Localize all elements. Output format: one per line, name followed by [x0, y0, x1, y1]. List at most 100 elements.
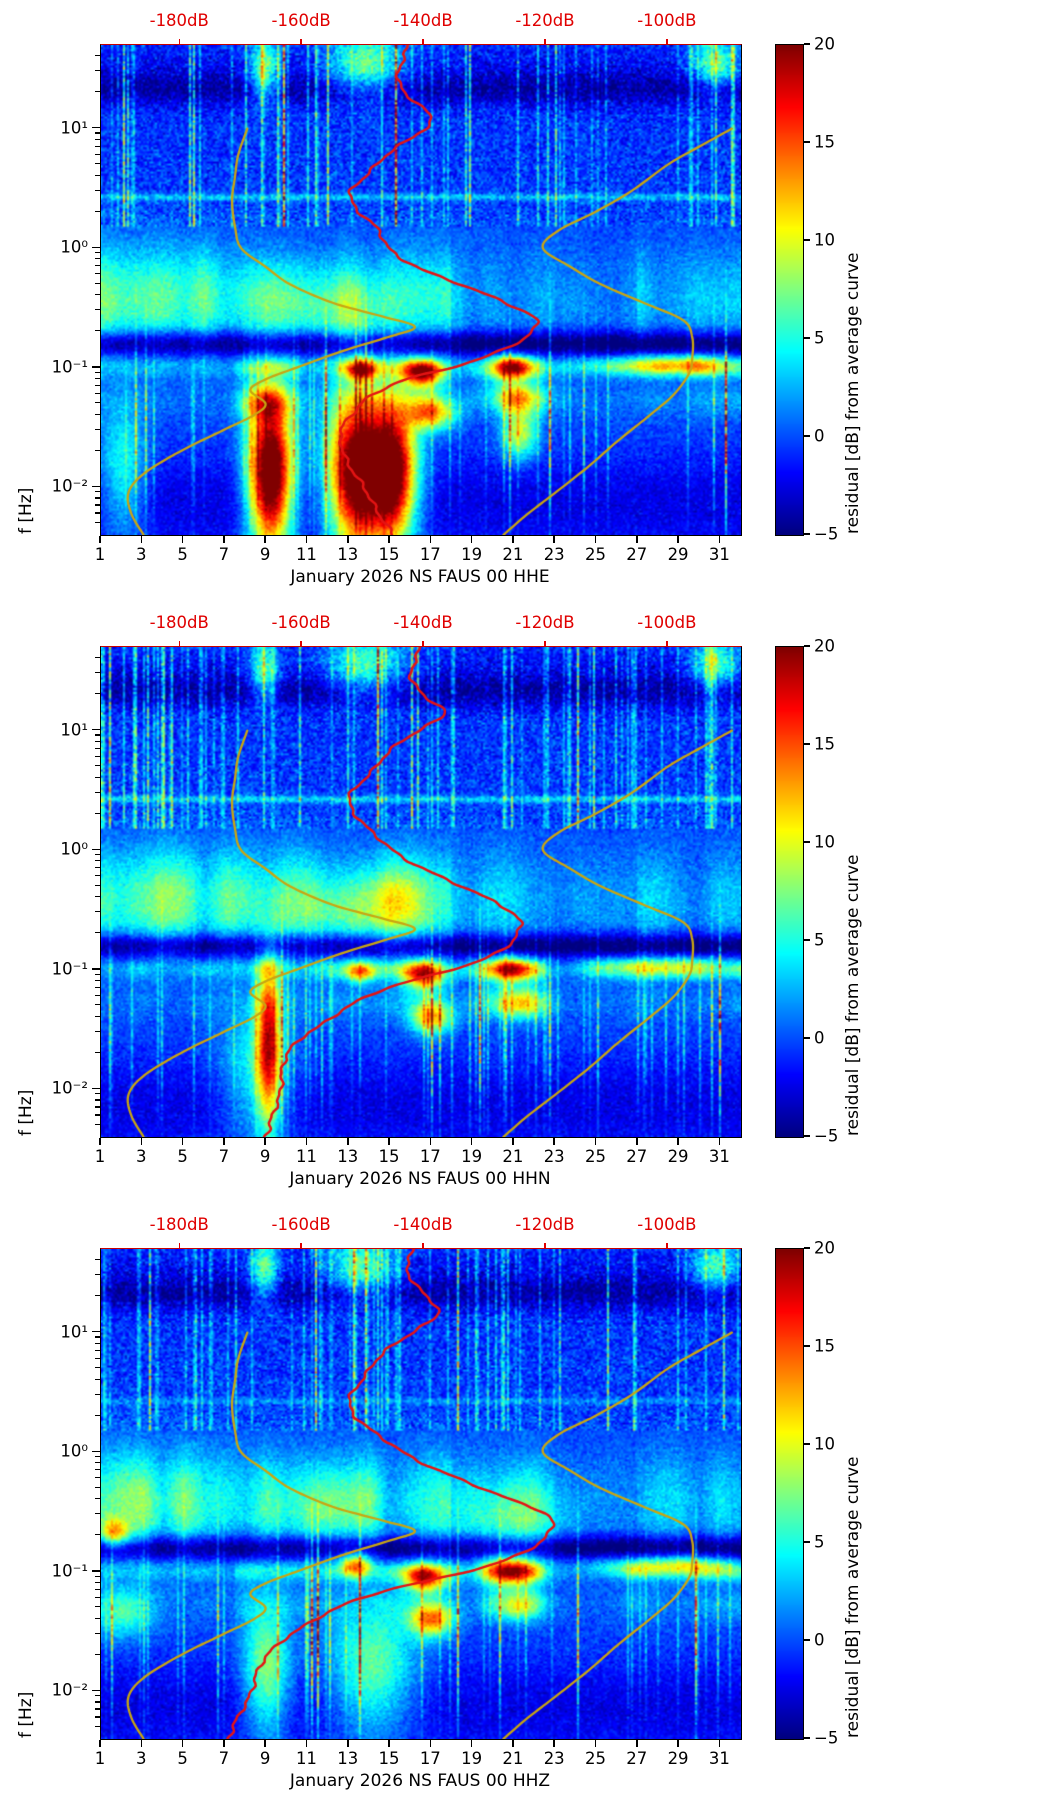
y-axis-minor-tick	[95, 1015, 100, 1017]
x-axis-tick-label: 11	[295, 1147, 317, 1166]
x-axis-tick	[470, 1137, 473, 1145]
y-axis-minor-tick	[95, 210, 100, 212]
x-axis-tick	[223, 535, 225, 543]
y-axis-minor-tick	[95, 1606, 100, 1608]
colorbar-gradient-canvas	[776, 647, 803, 1137]
y-axis-minor-tick	[95, 428, 100, 430]
x-axis-tick	[388, 1739, 390, 1747]
x-axis-tick	[512, 1739, 514, 1747]
colorbar-gradient-canvas	[776, 45, 803, 535]
x-axis-tick	[181, 1137, 184, 1145]
colorbar	[775, 1248, 804, 1740]
x-axis-tick	[594, 1739, 597, 1747]
top-axis-tick	[178, 39, 181, 44]
colorbar-label: residual [dB] from average curve	[843, 1456, 863, 1738]
colorbar-tick-label: −5	[814, 524, 839, 544]
y-axis-minor-tick	[95, 986, 100, 988]
y-axis-minor-tick	[95, 1099, 100, 1101]
x-axis-tick-label: 27	[626, 1749, 648, 1768]
colorbar-tick-label: 10	[814, 1434, 835, 1454]
colorbar-tick	[804, 841, 811, 843]
y-axis-minor-tick	[95, 1534, 100, 1536]
y-axis-tick-label: 10⁰	[60, 1441, 88, 1461]
y-axis-minor-tick	[95, 69, 100, 72]
top-axis-tick-label: -100dB	[637, 1215, 697, 1234]
spectrogram-plot	[100, 646, 742, 1138]
top-axis-tick-label: -120dB	[515, 11, 575, 30]
colorbar-tick	[804, 1541, 811, 1543]
colorbar-gradient-canvas	[776, 1249, 803, 1739]
x-axis-tick-label: 23	[543, 1749, 565, 1768]
y-axis-minor-tick	[95, 449, 100, 451]
y-axis-minor-tick	[95, 384, 100, 386]
x-axis-tick	[677, 535, 679, 543]
colorbar-tick-label: 5	[814, 328, 825, 348]
y-axis-minor-tick	[95, 875, 100, 877]
y-axis-minor-tick	[95, 1456, 100, 1458]
y-axis-minor-tick	[95, 979, 100, 981]
y-axis-minor-tick	[95, 1273, 100, 1276]
x-axis-tick-label: 23	[543, 1147, 565, 1166]
x-axis-title: January 2026 NS FAUS 00 HHE	[290, 567, 550, 587]
y-axis-minor-tick	[95, 994, 100, 996]
colorbar-tick	[804, 1639, 811, 1641]
x-axis-tick	[140, 1739, 143, 1747]
x-axis-tick-label: 5	[177, 1749, 188, 1768]
y-axis-tick-label: 10⁻²	[51, 1680, 88, 1700]
y-axis-minor-tick	[95, 791, 100, 793]
y-axis-minor-tick	[95, 1653, 100, 1655]
x-axis-tick	[264, 1739, 266, 1747]
y-axis-minor-tick	[95, 377, 100, 379]
y-axis-minor-tick	[95, 273, 100, 275]
y-axis-minor-tick	[95, 1123, 100, 1125]
top-axis-tick	[300, 1243, 302, 1248]
x-axis-tick-label: 11	[295, 1749, 317, 1768]
y-axis-minor-tick	[95, 90, 100, 93]
x-axis-tick-label: 21	[502, 545, 524, 564]
top-axis-tick-label: -140dB	[393, 1215, 453, 1234]
x-axis-tick-label: 15	[378, 545, 400, 564]
x-axis-tick	[140, 535, 143, 543]
y-axis-minor-tick	[95, 1498, 100, 1500]
x-axis-tick	[305, 1739, 308, 1747]
y-axis-minor-tick	[95, 330, 100, 332]
y-axis-minor-tick	[95, 153, 100, 155]
y-axis-minor-tick	[95, 860, 100, 862]
x-axis-tick	[264, 1137, 266, 1145]
y-axis-tick	[92, 1450, 100, 1452]
y-axis-tick	[92, 485, 100, 488]
x-axis-tick-label: 23	[543, 545, 565, 564]
y-axis-minor-tick	[95, 1258, 100, 1261]
top-axis-tick	[666, 39, 668, 44]
x-axis-tick-label: 31	[708, 1749, 730, 1768]
x-axis-tick	[677, 1137, 679, 1145]
y-axis-minor-tick	[95, 1349, 100, 1351]
y-axis-minor-tick	[95, 911, 100, 913]
y-axis-minor-tick	[95, 1004, 100, 1006]
colorbar-tick-label: 0	[814, 426, 825, 446]
top-axis-tick	[300, 641, 302, 646]
y-axis-minor-tick	[95, 145, 100, 147]
x-axis-tick	[264, 535, 266, 543]
x-axis-tick-label: 25	[584, 1147, 606, 1166]
x-axis-tick-label: 17	[419, 545, 441, 564]
top-axis-tick	[300, 39, 302, 44]
x-axis-tick	[718, 1739, 721, 1747]
top-axis-tick-label: -100dB	[637, 11, 697, 30]
top-axis-tick-label: -140dB	[393, 613, 453, 632]
x-axis-tick	[636, 1137, 638, 1145]
x-axis-tick-label: 1	[94, 545, 106, 564]
spectrogram-heatmap-canvas	[101, 45, 741, 535]
colorbar-tick	[804, 1345, 811, 1347]
x-axis-tick	[223, 1137, 225, 1145]
x-axis-tick-label: 21	[502, 1147, 524, 1166]
y-axis-minor-tick	[95, 765, 100, 767]
colorbar-tick-label: 20	[814, 1238, 835, 1258]
x-axis-tick	[512, 1137, 514, 1145]
x-axis-tick-label: 17	[419, 1749, 441, 1768]
y-axis-tick	[92, 728, 100, 731]
y-axis-minor-tick	[95, 1581, 100, 1583]
y-axis-minor-tick	[95, 776, 100, 778]
y-axis-minor-tick	[95, 413, 100, 415]
colorbar-tick-label: 5	[814, 1532, 825, 1552]
